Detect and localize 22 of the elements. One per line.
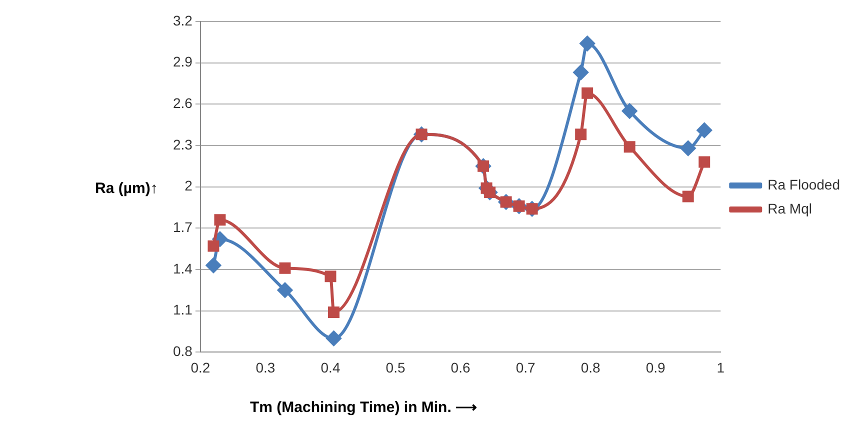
y-axis-title: Ra (µm)↑: [95, 180, 158, 197]
y-tick-label: 0.8: [172, 343, 193, 360]
x-tick-label: 1: [716, 359, 725, 376]
legend-label: Ra Flooded: [768, 176, 840, 192]
x-tick-label: 0.7: [516, 359, 536, 376]
y-tick-label: 1.4: [172, 260, 193, 276]
legend-label: Ra Mql: [768, 200, 812, 216]
x-axis-title: Tm (Machining Time) in Min. ⟶: [250, 398, 478, 416]
y-tick-label: 2: [184, 178, 193, 194]
x-tick-label: 0.6: [450, 359, 470, 376]
x-tick-label: 0.9: [646, 359, 666, 376]
y-tick-label: 1.1: [172, 302, 193, 318]
x-tick-label: 0.5: [386, 359, 406, 376]
x-tick-label: 0.2: [190, 359, 210, 376]
x-tick-label: 0.8: [580, 359, 601, 376]
x-tick-label: 0.4: [320, 359, 340, 376]
y-tick-label: 3.2: [172, 12, 193, 28]
y-tick-label: 1.7: [172, 219, 193, 236]
x-tick-label: 0.3: [256, 359, 276, 376]
y-tick-label: 2.9: [172, 54, 193, 70]
y-tick-label: 2.3: [172, 136, 193, 152]
y-tick-label: 2.6: [172, 94, 193, 111]
